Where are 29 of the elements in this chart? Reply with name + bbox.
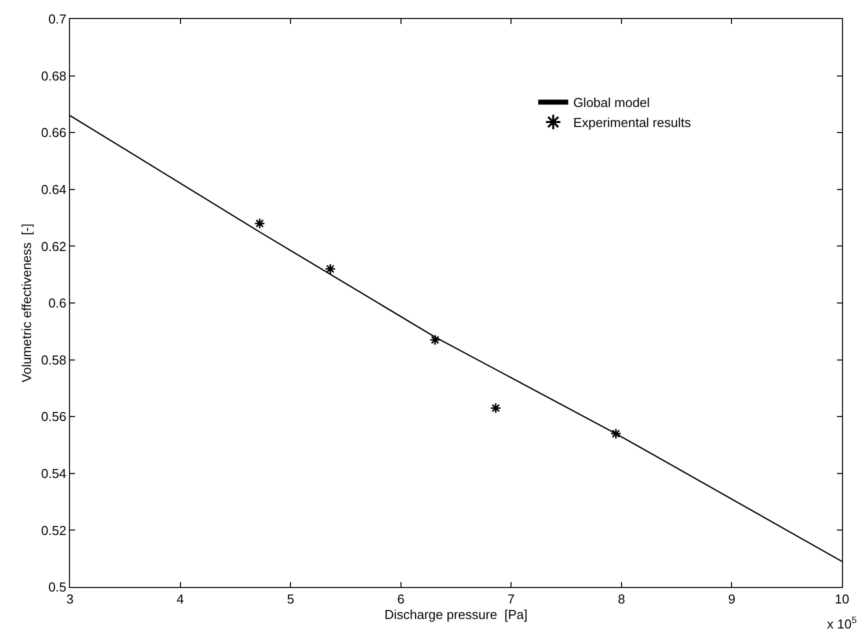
point [254, 218, 266, 230]
x-tick-label: 8 [618, 592, 626, 607]
legend-label: Global model [573, 95, 650, 110]
y-tick-label: 0.58 [41, 352, 66, 368]
y-tick-label: 0.52 [41, 522, 66, 538]
y-tick-label: 0.56 [41, 409, 66, 424]
x-tick-label: 3 [66, 592, 74, 607]
x-tick-label: 6 [397, 592, 404, 607]
y-tick-label: 0.68 [41, 68, 66, 84]
y-tick-label: 0.7 [48, 12, 66, 27]
x-tick-label: 5 [286, 592, 294, 607]
x-axis-title: Discharge pressure [Pa] [384, 607, 528, 622]
x-tick-label: 4 [176, 592, 184, 607]
y-tick-label: 0.64 [41, 182, 66, 197]
y-tick-label: 0.66 [41, 125, 66, 140]
point [430, 334, 441, 346]
point [324, 263, 336, 274]
text: x 10$^{5}$ [827, 615, 857, 632]
x-tick-label: 10 [834, 592, 850, 607]
y-axis-title: Volumetric effectiveness [-] [19, 224, 34, 382]
legend-label: Experimental results [573, 115, 692, 130]
y-tick-label: 0.5 [48, 580, 66, 595]
y-tick-label: 0.54 [41, 466, 66, 481]
point [490, 402, 502, 414]
point [610, 428, 622, 440]
y-tick-label: 0.62 [41, 238, 66, 254]
y-tick-label: 0.6 [48, 296, 66, 311]
x-tick-label: 7 [508, 592, 515, 607]
x-tick-label: 9 [728, 592, 736, 607]
